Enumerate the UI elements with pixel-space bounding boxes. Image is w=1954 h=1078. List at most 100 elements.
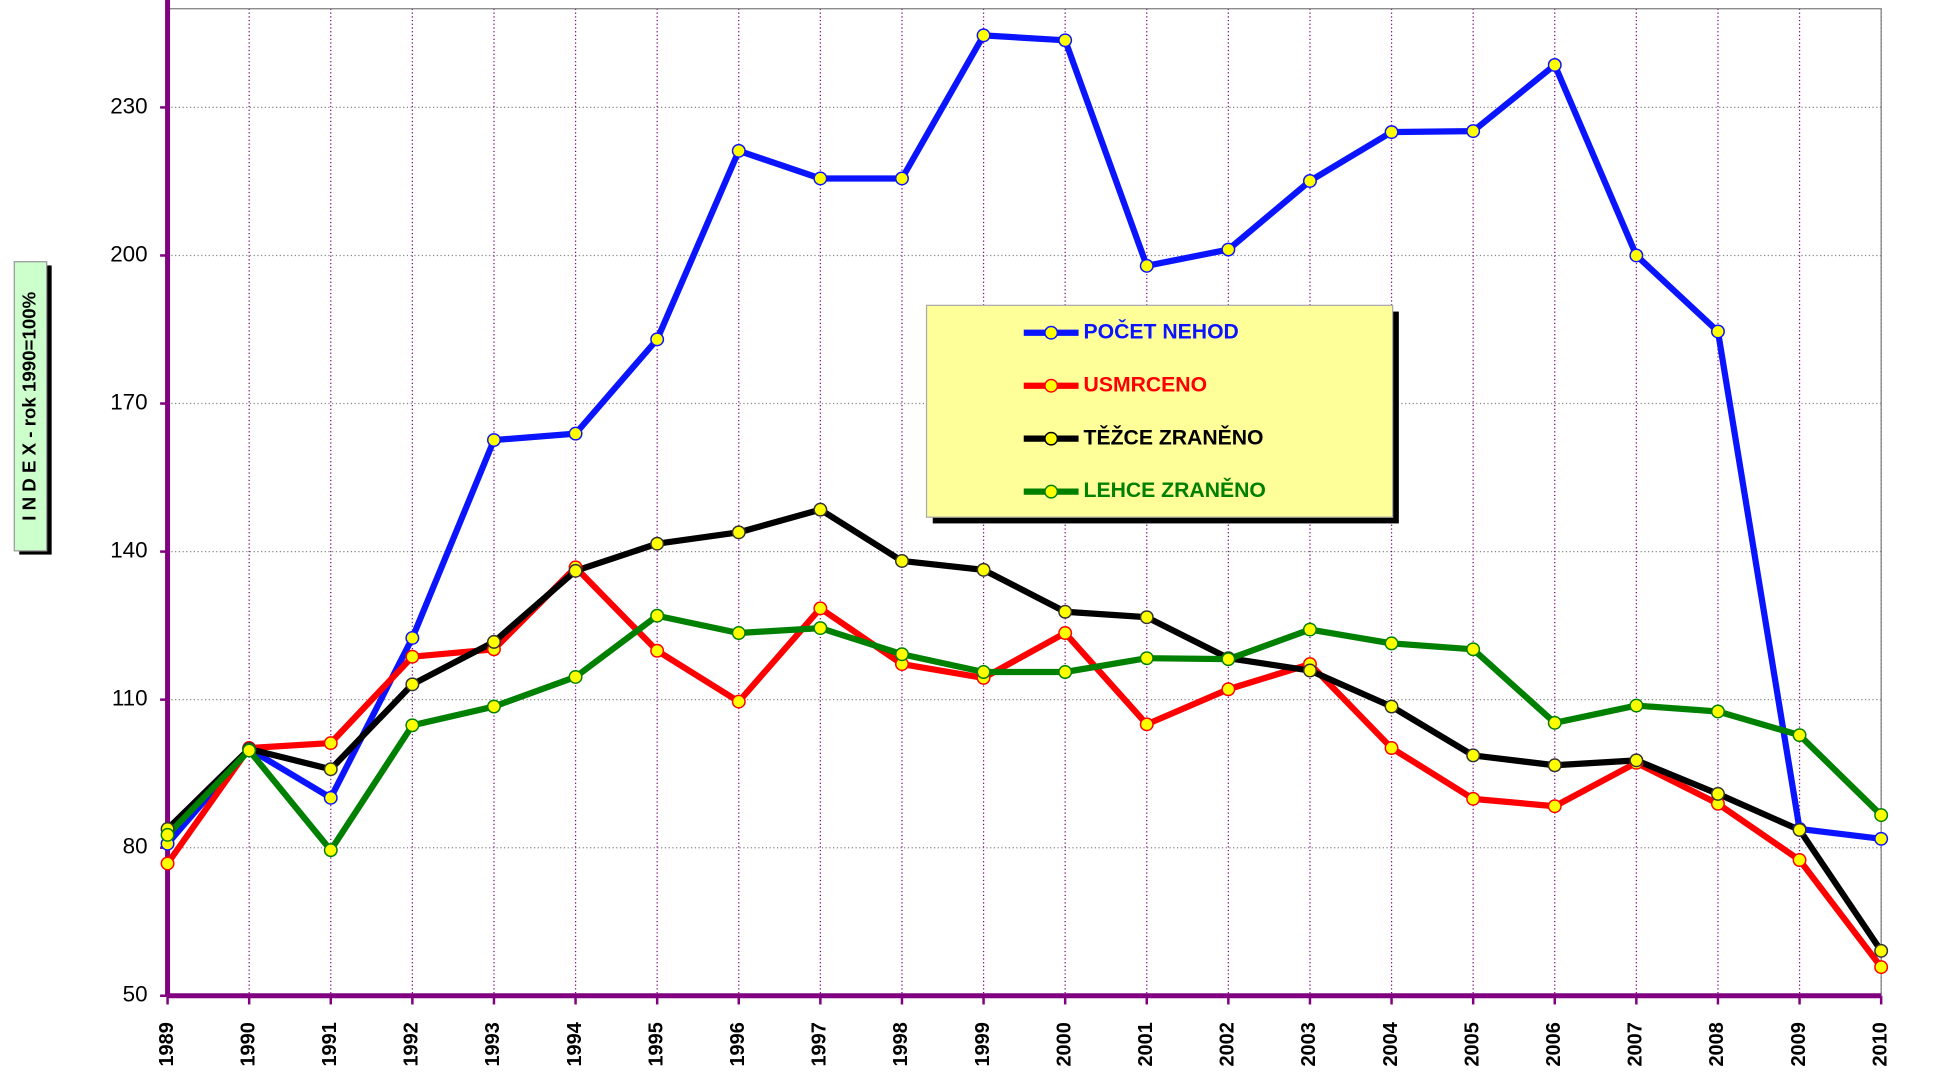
x-tick-label: 2010	[1869, 1022, 1891, 1066]
data-point	[1792, 822, 1807, 837]
data-point	[813, 621, 828, 636]
x-tick-label: 2002	[1217, 1022, 1239, 1066]
data-point	[1710, 324, 1725, 339]
data-point	[894, 647, 909, 662]
y-axis-title: I N D E X - rok 1990=100%	[18, 291, 39, 520]
legend-label: POČET NEHOD	[1084, 318, 1239, 343]
data-point	[1058, 626, 1073, 640]
data-point	[1058, 33, 1073, 48]
series-line	[165, 506, 1884, 953]
x-tick-label: 1990	[237, 1022, 259, 1066]
legend-label: USMRCENO	[1084, 373, 1208, 396]
data-point	[1792, 728, 1807, 743]
data-point	[1547, 715, 1562, 730]
x-tick-label: 2003	[1298, 1022, 1320, 1066]
data-point	[1139, 258, 1154, 273]
x-tick-label: 1994	[564, 1022, 586, 1066]
data-point	[1629, 753, 1644, 768]
legend-label: TĚŽCE ZRANĚNO	[1084, 424, 1264, 449]
x-tick-label: 2008	[1706, 1022, 1728, 1066]
legend-marker	[1044, 484, 1059, 499]
data-point	[323, 736, 338, 751]
data-point	[1710, 704, 1725, 719]
data-point	[1302, 622, 1317, 637]
data-point	[1466, 791, 1481, 806]
y-tick-label: 140	[110, 538, 147, 563]
data-point	[813, 601, 828, 616]
data-point	[1384, 699, 1399, 714]
data-point	[813, 171, 828, 186]
data-point	[976, 562, 991, 577]
data-point	[1629, 698, 1644, 713]
x-tick-label: 1991	[319, 1022, 341, 1066]
x-tick-label: 1992	[401, 1022, 423, 1066]
series-line	[165, 564, 1884, 970]
data-point	[731, 694, 746, 709]
x-tick-label: 2000	[1053, 1022, 1075, 1066]
data-point	[1302, 663, 1317, 678]
data-point	[1139, 717, 1154, 732]
x-tick-label: 2007	[1625, 1022, 1647, 1066]
data-point	[1466, 748, 1481, 763]
y-tick-label: 50	[123, 982, 148, 1007]
series-line	[165, 612, 1884, 854]
data-point	[405, 718, 420, 733]
y-tick-label: 110	[112, 686, 148, 711]
data-point	[731, 626, 746, 640]
data-point	[1384, 636, 1399, 651]
data-point	[650, 536, 665, 551]
data-point	[405, 677, 420, 692]
data-point	[731, 143, 746, 158]
data-point	[160, 827, 175, 842]
data-point	[160, 856, 175, 871]
data-point	[1058, 665, 1073, 679]
data-point	[1466, 124, 1481, 139]
x-tick-label: 1997	[809, 1022, 831, 1066]
data-point	[976, 665, 991, 679]
data-point	[1874, 808, 1889, 823]
x-tick-label: 2005	[1461, 1022, 1483, 1066]
data-point	[731, 525, 746, 540]
data-point	[242, 743, 257, 758]
data-point	[1466, 642, 1481, 657]
x-tick-label: 1996	[727, 1022, 749, 1066]
x-tick-label: 1993	[482, 1022, 504, 1066]
plot-area	[160, 28, 1889, 975]
data-point	[1547, 58, 1562, 72]
data-point	[813, 502, 828, 517]
data-point	[1792, 853, 1807, 868]
x-tick-label: 2001	[1135, 1022, 1157, 1066]
data-point	[323, 790, 338, 805]
legend-marker	[1044, 378, 1059, 393]
data-point	[1221, 682, 1236, 697]
x-tick-label: 1999	[972, 1022, 994, 1066]
data-point	[568, 426, 583, 441]
data-point	[1302, 173, 1317, 188]
data-point	[1874, 943, 1889, 958]
data-point	[1874, 960, 1889, 975]
data-point	[650, 608, 665, 623]
legend-marker	[1044, 325, 1059, 340]
data-point	[1710, 786, 1725, 801]
y-tick-label: 230	[110, 93, 147, 118]
data-point	[650, 332, 665, 347]
legend-box	[925, 304, 1394, 518]
x-tick-label: 2009	[1788, 1022, 1810, 1066]
data-point	[486, 433, 501, 448]
x-tick-label: 1995	[645, 1022, 667, 1066]
data-point	[323, 762, 338, 777]
data-point	[405, 649, 420, 664]
x-tick-label: 1998	[890, 1022, 912, 1066]
data-point	[1221, 652, 1236, 667]
y-tick-label: 80	[123, 834, 148, 859]
data-point	[405, 630, 420, 645]
y-tick-label: 200	[110, 241, 147, 266]
x-tick-label: 2006	[1543, 1022, 1565, 1066]
data-point	[976, 28, 991, 43]
y-title-box	[13, 261, 48, 552]
axes: 50 80 110 140 170 200 230 1989 1990 1991 1992 1993 1…	[110, 0, 1891, 1067]
data-point	[1547, 758, 1562, 773]
data-point	[1874, 831, 1889, 846]
